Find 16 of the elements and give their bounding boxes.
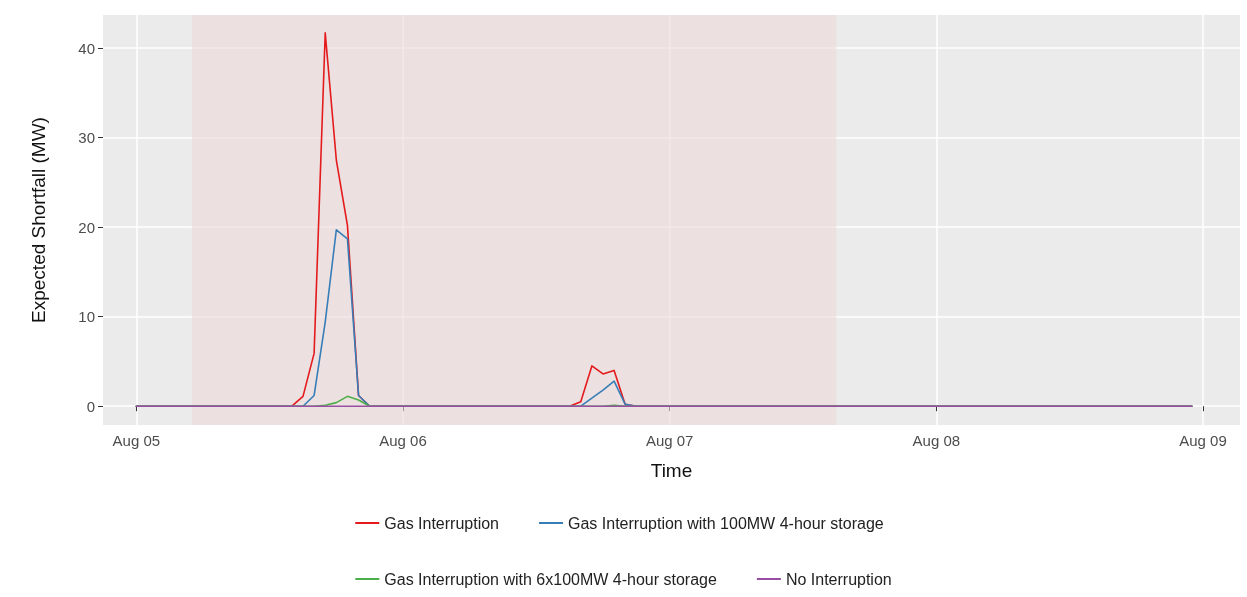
x-tick-label: Aug 09	[1179, 432, 1227, 449]
y-tick-label: 0	[86, 397, 95, 415]
x-tick-label: Aug 07	[645, 432, 694, 449]
legend-label: Gas Interruption with 100MW 4-hour storage	[568, 514, 884, 532]
y-axis-title: Expected Shortfall (MW)	[28, 117, 49, 323]
x-tick-label: Aug 06	[379, 432, 427, 449]
legend-label: Gas Interruption with 6x100MW 4-hour storage	[384, 570, 717, 588]
legend-label: Gas Interruption	[384, 514, 500, 532]
x-axis-title: Time	[650, 460, 693, 481]
y-tick-label: 20	[78, 218, 95, 236]
y-tick-label: 10	[78, 308, 95, 326]
y-tick-label: 30	[78, 129, 95, 147]
legend-label: No Interruption	[785, 570, 892, 588]
x-tick-label: Aug 05	[112, 432, 161, 449]
x-tick-label: Aug 08	[912, 432, 961, 449]
y-tick-label: 40	[78, 39, 95, 57]
